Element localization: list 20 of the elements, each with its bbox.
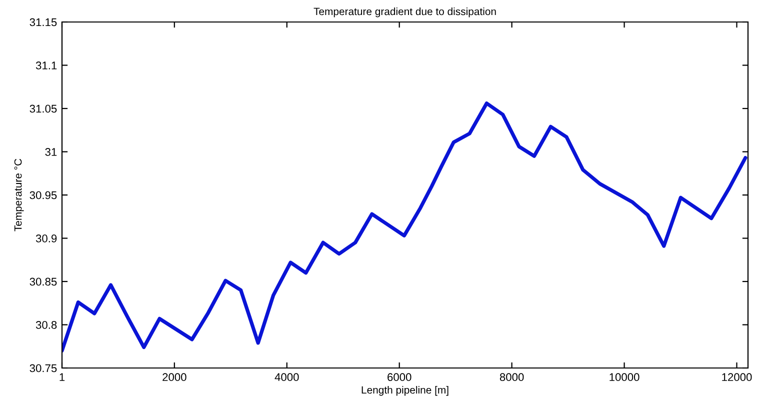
x-tick-label: 6000 bbox=[388, 373, 412, 382]
line-series bbox=[62, 102, 748, 353]
y-axis-title: Temperature °C bbox=[14, 158, 24, 232]
y-tick-label: 30.9 bbox=[36, 234, 57, 242]
y-tick-label: 30.95 bbox=[30, 191, 57, 200]
chart-title: Temperature gradient due to dissipation bbox=[314, 8, 496, 18]
y-tick-label: 31.05 bbox=[30, 104, 57, 113]
x-tick-label: 8000 bbox=[500, 373, 524, 382]
y-tick-label: 30.75 bbox=[30, 364, 57, 372]
x-tick-label: 10000 bbox=[610, 373, 640, 382]
x-axis-title: Length pipeline [m] bbox=[362, 386, 448, 396]
x-tick-label: 2000 bbox=[162, 373, 186, 382]
y-tick-label: 31.15 bbox=[30, 18, 57, 26]
y-tick-label: 30.85 bbox=[30, 278, 57, 286]
x-tick-label: 1 bbox=[60, 373, 65, 381]
y-tick-label: 31 bbox=[45, 148, 57, 156]
x-tick-label: 12000 bbox=[722, 373, 752, 382]
y-tick-label: 31.1 bbox=[36, 62, 57, 70]
y-tick-label: 30.8 bbox=[36, 321, 57, 329]
x-tick-label: 4000 bbox=[274, 373, 299, 382]
